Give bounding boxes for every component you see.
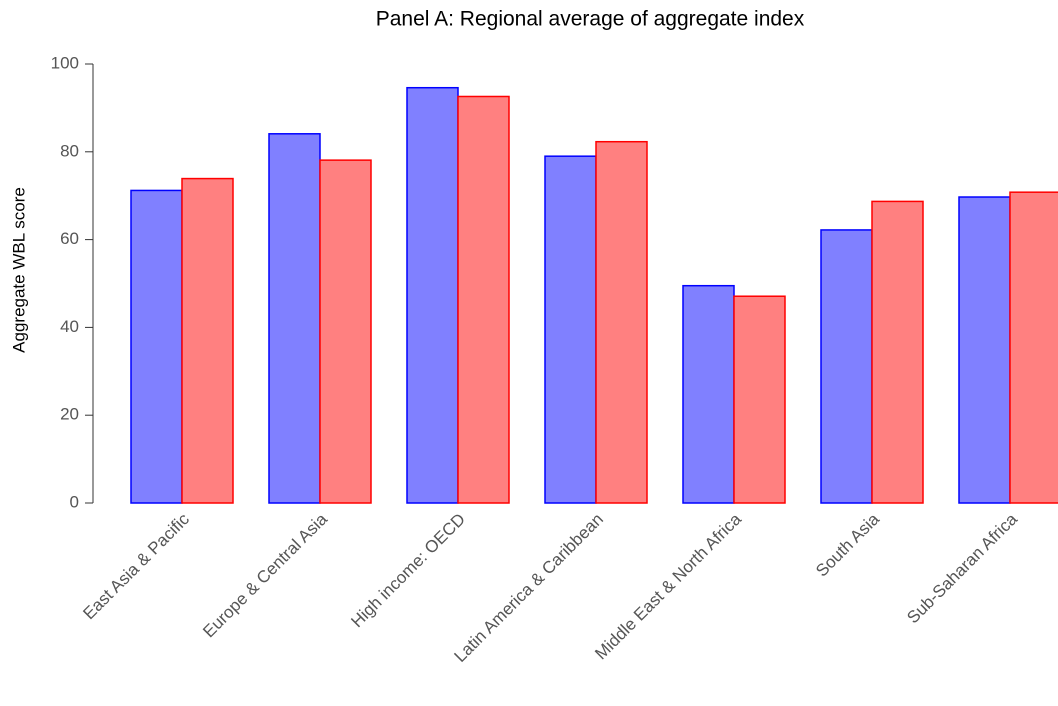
bar [958, 196, 1011, 504]
bar [682, 284, 735, 504]
x-tick-label: Europe & Central Asia [199, 509, 331, 641]
x-tick-label: Middle East & North Africa [591, 509, 745, 663]
y-tick-label: 20 [60, 405, 79, 424]
bar [130, 189, 183, 504]
y-tick-label: 40 [60, 317, 79, 336]
x-tick-label: Sub-Saharan Africa [903, 509, 1021, 627]
bar [544, 155, 597, 504]
x-tick-label: South Asia [812, 509, 883, 580]
bar [406, 86, 459, 504]
bar [457, 95, 510, 504]
bar [733, 295, 786, 504]
bar [268, 133, 321, 504]
bar [319, 159, 372, 504]
y-tick-label: 80 [60, 141, 79, 160]
x-tick-label: High income: OECD [347, 510, 469, 632]
y-axis-label: Aggregate WBL score [9, 187, 28, 353]
bar [1009, 191, 1058, 504]
bar [181, 177, 234, 504]
chart-title: Panel A: Regional average of aggregate i… [376, 8, 805, 31]
x-tick-label: East Asia & Pacific [79, 509, 193, 623]
x-tick-label: Latin America & Caribbean [451, 510, 607, 666]
bar [820, 229, 873, 504]
y-tick-label: 100 [51, 53, 79, 72]
y-tick-label: 60 [60, 229, 79, 248]
y-tick-label: 0 [70, 492, 79, 511]
bar [871, 200, 924, 504]
bar [595, 140, 648, 504]
